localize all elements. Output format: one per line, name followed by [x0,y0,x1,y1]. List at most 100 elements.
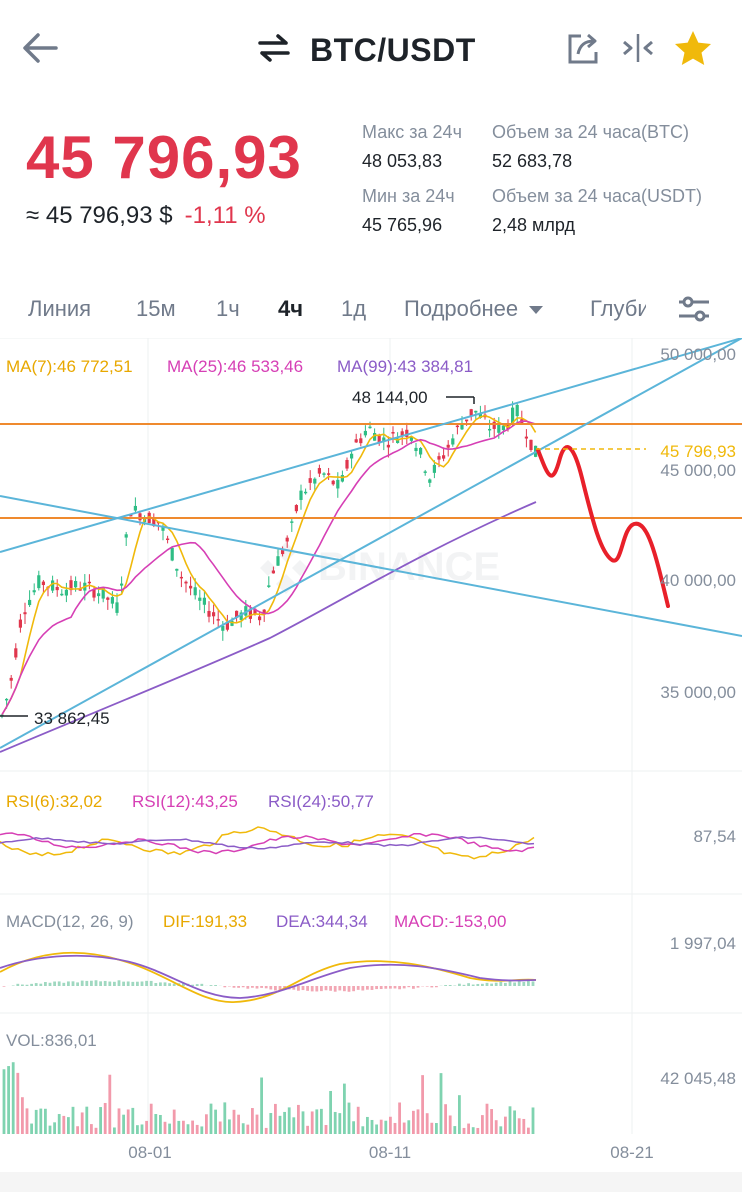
candle-body [170,547,174,561]
candle-body [414,447,418,452]
volume-bar [122,1114,125,1134]
macd-histogram-bar [476,983,480,986]
macd-histogram-bar [53,981,56,986]
macd-histogram-bar [333,986,337,992]
macd-histogram-bar [274,986,277,991]
volume-bar [421,1075,424,1134]
macd-axis-max: 1 997,04 [670,934,736,953]
volume-bar [80,1112,84,1134]
caret-down-icon [529,306,544,314]
candle-body [216,619,220,621]
macd-histogram-bar [292,986,296,990]
candle-body [133,505,137,511]
vol-usdt-label: Объем за 24 часа(USDT) [492,186,703,206]
macd-histogram-bar [214,985,217,986]
candle-body [235,610,239,618]
candle-body [221,625,225,631]
candle-body [28,599,32,606]
macd-histogram-bar [310,986,314,992]
candle-body [488,428,492,431]
candle-body [262,609,266,615]
volume-bar [485,1103,489,1134]
candle-body [267,585,271,587]
macd-value-label: MACD:-153,00 [394,912,506,931]
tab-depth[interactable]: Глуби [590,296,646,321]
tab-1d[interactable]: 1д [341,296,367,321]
volume-bar [195,1124,199,1134]
candle-body [193,587,197,596]
volume-bar [338,1113,342,1134]
volume-bar [223,1102,227,1134]
macd-histogram-bar [21,984,24,986]
candle-body [271,570,275,574]
volume-bar [182,1120,185,1134]
tab-more[interactable]: Подробнее [404,296,544,322]
ma25-label: MA(25):46 533,46 [167,357,303,376]
chart-grid [0,337,742,1134]
favorite-star-icon[interactable] [672,28,712,68]
axis-35000: 35 000,00 [660,683,736,702]
dif-label: DIF:191,33 [163,912,247,931]
volume-bar [439,1073,443,1134]
volume-bar [48,1125,52,1134]
macd-histogram-bar [25,984,29,986]
volume-bar [136,1125,139,1134]
volume-bar [513,1110,516,1134]
axis-50000: 50 000,00 [660,345,736,364]
volume-bar [324,1125,328,1134]
descending-trend-line [0,495,742,637]
tab-4h[interactable]: 4ч [278,296,304,321]
chart-settings-icon[interactable] [676,294,712,330]
macd-histogram-bar [62,982,66,986]
back-arrow-icon[interactable] [18,28,62,68]
macd-histogram-bar [159,982,162,986]
candle-body [529,439,533,451]
tab-1h[interactable]: 1ч [216,296,240,321]
macd-histogram-bar [145,980,148,986]
volume-bar [347,1102,351,1134]
macd-histogram-bar [425,986,429,987]
candle-body [18,619,22,628]
compare-icon[interactable] [618,28,658,68]
candle-body [202,597,206,605]
volume-bar [232,1109,236,1134]
tab-line[interactable]: Линия [28,296,92,321]
volume-bar [315,1109,319,1134]
candle-body [281,550,285,555]
candle-body [465,419,469,422]
candle-body [290,521,294,523]
macd-histogram-bar [85,980,89,986]
volume-bar [113,1127,116,1134]
macd-histogram-bar [131,981,135,986]
share-icon[interactable] [564,28,604,68]
volume-bar [11,1062,15,1134]
volume-bar [205,1114,208,1134]
candle-body [120,583,124,586]
macd-histogram-bar [517,981,521,986]
candle-body [97,593,101,597]
candle-body [419,447,423,455]
volume-bar [260,1077,263,1134]
volume-bar [149,1103,153,1134]
volume-bar [71,1106,75,1134]
volume-bar [94,1127,98,1134]
tab-15m[interactable]: 15м [136,296,176,321]
candle-body [23,612,27,615]
macd-histogram-bar [301,986,305,991]
macd-histogram-bar [416,986,420,988]
macd-histogram-bar [209,985,213,986]
macd-histogram-bar [407,986,411,988]
macd-histogram-bar [412,986,415,989]
hand-drawn-forecast [536,445,670,608]
volume-bar [398,1102,401,1134]
volume-bar [53,1122,56,1134]
volume-bar [402,1122,406,1134]
candle-body [115,602,119,613]
volume-bar [504,1116,507,1134]
pair-selector[interactable]: BTC/USDT [256,28,476,72]
candle-body [9,677,13,681]
candle-body [451,438,455,445]
candlestick-chart[interactable]: BINANCE 45 796,93 48 144,00 33 862,45 50… [0,337,742,1192]
macd-histogram-bar [168,983,171,986]
macd-histogram-bar [379,986,383,990]
